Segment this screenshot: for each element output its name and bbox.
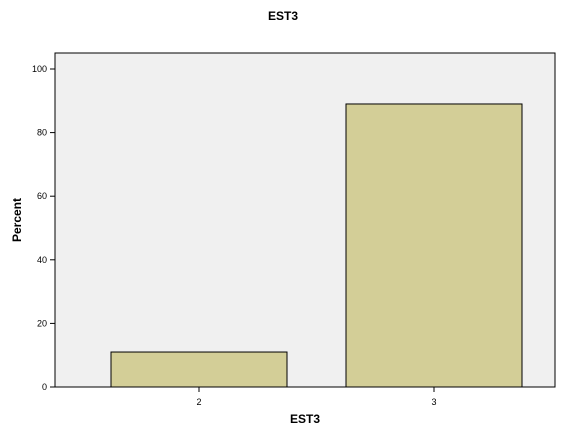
y-tick-label: 100 [32,64,47,74]
x-tick-label: 3 [431,397,436,407]
x-tick-label: 2 [196,397,201,407]
y-tick-label: 0 [42,382,47,392]
y-tick-label: 20 [37,318,47,328]
y-tick-label: 40 [37,255,47,265]
chart-title: EST3 [268,9,298,23]
x-axis-label: EST3 [290,412,320,426]
bar-2 [110,351,288,388]
y-tick-label: 80 [37,128,47,138]
bar-3 [345,103,523,388]
y-tick-label: 60 [37,191,47,201]
y-axis-label: Percent [10,198,24,242]
